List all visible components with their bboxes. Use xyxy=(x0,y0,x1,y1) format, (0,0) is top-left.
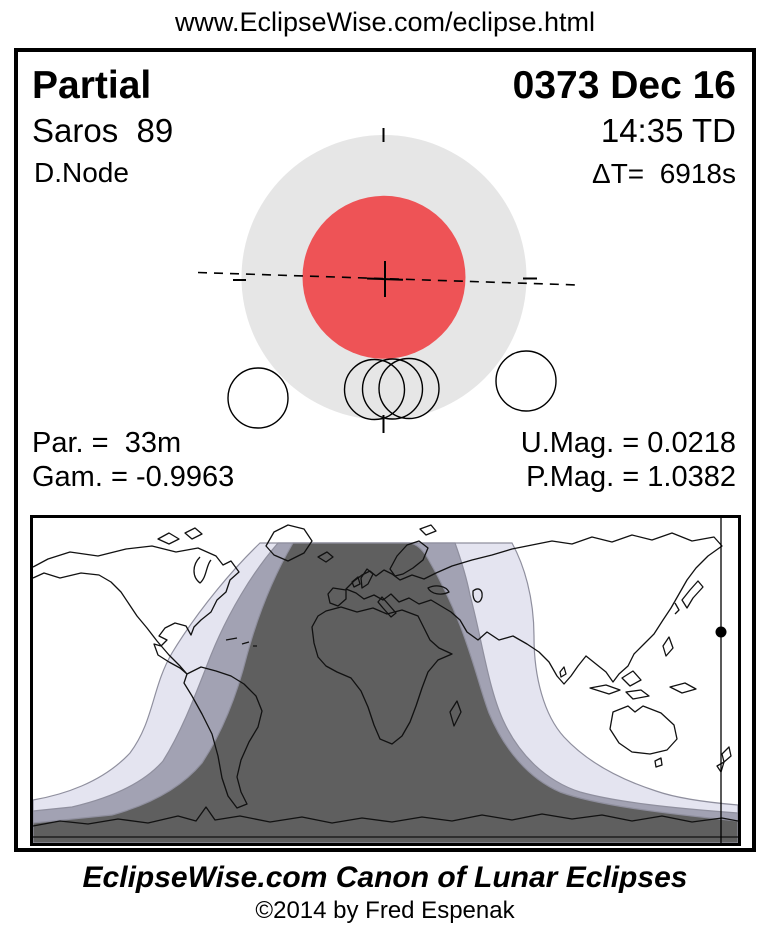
moon-position-circle xyxy=(227,367,289,429)
eclipse-date-label: 0373 Dec 16 xyxy=(512,64,736,107)
eclipse-type-label: Partial xyxy=(32,64,152,107)
gam-stat: Gam. = -0.9963 xyxy=(32,461,235,493)
eclipse-geometry-diagram xyxy=(197,128,579,433)
coastlines xyxy=(33,524,738,838)
eclipse-time-label: 14:35 TD xyxy=(600,112,736,149)
map-border xyxy=(30,515,741,846)
copyright-text: ©2014 by Fred Espenak xyxy=(255,897,515,924)
moon-position-circle xyxy=(378,357,440,420)
pmag-stat: P.Mag. = 1.0382 xyxy=(526,461,736,493)
moon-position-circle xyxy=(343,358,406,421)
sublunar-point-dot xyxy=(715,626,727,638)
saros-label: Saros 89 xyxy=(32,112,174,149)
moon-position-circle xyxy=(361,358,424,420)
band-entire-eclipse-dark xyxy=(33,542,738,843)
visibility-map xyxy=(30,515,741,846)
par-stat: Par. = 33m xyxy=(32,427,182,459)
node-label: D.Node xyxy=(34,157,129,188)
canon-title: EclipseWise.com Canon of Lunar Eclipses xyxy=(82,861,688,894)
moon-position-circle xyxy=(495,350,557,412)
page-title: www.EclipseWise.com/eclipse.html xyxy=(174,7,596,37)
figure-frame xyxy=(14,48,756,852)
antarctica-coastline xyxy=(33,806,738,827)
umag-stat: U.Mag. = 0.0218 xyxy=(520,427,736,459)
delta-t-label: ΔT= 6918s xyxy=(591,158,736,189)
